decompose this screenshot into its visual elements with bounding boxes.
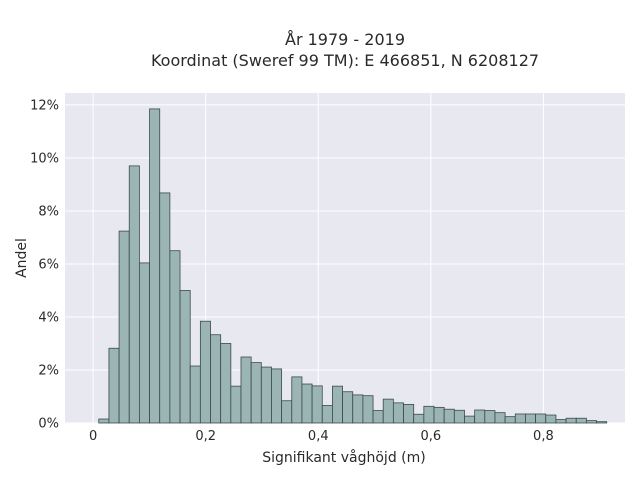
histogram-bar: [494, 412, 506, 424]
histogram-bar: [585, 420, 597, 424]
histogram-bar: [260, 366, 272, 424]
histogram-bar: [362, 395, 374, 424]
x-axis-label: Signifikant våghöjd (m): [262, 449, 425, 466]
histogram-bar: [413, 413, 425, 424]
histogram-bar: [372, 410, 384, 424]
chart-title-line1: År 1979 - 2019: [285, 30, 405, 49]
histogram-bar: [514, 413, 526, 424]
histogram-bar: [220, 343, 232, 424]
histogram-bar: [555, 419, 567, 424]
histogram-bar: [504, 416, 516, 424]
histogram-bar: [352, 394, 364, 424]
histogram-bar: [291, 376, 303, 424]
histogram-bar: [240, 356, 252, 424]
x-tick-label: 0,6: [420, 429, 441, 444]
y-axis-label: Andel: [14, 238, 30, 278]
chart-title-line2: Koordinat (Sweref 99 TM): E 466851, N 62…: [151, 51, 539, 70]
x-tick-label: 0,8: [533, 429, 554, 444]
histogram-bar: [464, 415, 476, 424]
histogram-bar: [98, 418, 110, 424]
histogram-bar: [230, 385, 242, 424]
histogram-bar: [139, 262, 150, 424]
histogram-bar: [525, 413, 536, 424]
x-tick-labels: 0 0,2 0,4 0,6 0,8: [89, 429, 554, 444]
histogram-bar: [189, 365, 201, 424]
histogram-bar: [433, 406, 445, 424]
histogram-bar: [342, 391, 354, 424]
histogram-bar: [545, 414, 557, 424]
y-tick-label: 8%: [38, 204, 59, 219]
histogram-bar: [281, 400, 293, 424]
histogram-bar: [596, 421, 608, 424]
y-tick-label: 0%: [38, 417, 59, 432]
y-tick-label: 6%: [38, 257, 59, 272]
histogram-bar: [423, 405, 435, 424]
y-tick-label: 2%: [38, 363, 59, 378]
histogram-bar: [484, 410, 496, 424]
x-tick-label: 0,2: [195, 429, 216, 444]
histogram-bar: [403, 404, 415, 424]
histogram-bar: [332, 385, 343, 424]
y-tick-label: 10%: [30, 151, 59, 166]
histogram-bar: [118, 230, 130, 424]
y-tick-label: 4%: [38, 310, 59, 325]
histogram-bar: [565, 417, 577, 424]
histogram-bar: [392, 402, 404, 424]
histogram-bar: [443, 408, 455, 424]
bars: [98, 108, 608, 424]
histogram-bar: [453, 409, 465, 424]
histogram-bar: [250, 362, 262, 424]
histogram-bar: [535, 413, 547, 424]
histogram-bar: [179, 290, 191, 424]
histogram-bar: [321, 405, 333, 424]
histogram-bar: [210, 334, 222, 424]
histogram-bar: [128, 165, 140, 424]
histogram-bar: [301, 383, 313, 424]
histogram-bar: [159, 192, 171, 424]
histogram-bar: [382, 398, 394, 424]
histogram-bar: [474, 409, 486, 424]
histogram-bar: [311, 385, 323, 424]
histogram-bar: [575, 417, 587, 424]
histogram-bar: [199, 320, 211, 424]
histogram-bar: [271, 368, 283, 424]
histogram-bar: [108, 347, 120, 424]
x-tick-label: 0: [89, 429, 97, 444]
x-tick-label: 0,4: [308, 429, 329, 444]
y-tick-labels: 0% 2% 4% 6% 8% 10% 12%: [30, 98, 59, 431]
histogram-bar: [169, 250, 181, 424]
histogram-bar: [149, 108, 161, 424]
y-tick-label: 12%: [30, 98, 59, 113]
